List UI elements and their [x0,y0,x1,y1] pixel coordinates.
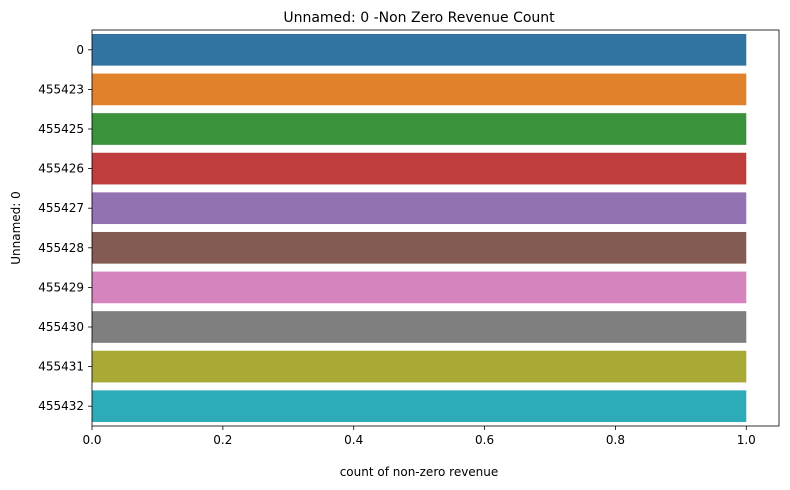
y-tick-label: 0 [76,43,84,57]
y-tick-label: 455426 [38,162,84,176]
x-axis-ticks: 0.0 0.2 0.4 0.6 0.8 1.0 [82,426,756,447]
bar-455427 [92,192,747,225]
y-tick-label: 455427 [38,201,84,215]
plot-frame [91,29,780,427]
bar-455428 [92,231,747,264]
y-tick-label: 455432 [38,399,84,413]
y-tick-label: 455430 [38,320,84,334]
bar-455429 [92,271,747,304]
bar-0 [92,33,747,66]
y-tick-label: 455425 [38,122,84,136]
y-tick-label: 455429 [38,280,84,294]
y-tick-label: 455423 [38,82,84,96]
y-tick-label: 455431 [38,360,84,374]
x-tick-label: 0.8 [606,433,625,447]
y-axis-label: Unnamed: 0 [9,191,23,265]
bar-455432 [92,390,747,423]
x-tick-label: 0.0 [82,433,101,447]
chart-title: Unnamed: 0 -Non Zero Revenue Count [283,10,555,26]
bar-455425 [92,113,747,145]
bar-455423 [92,73,747,106]
y-axis-ticks: 0 455423 455425 455426 455427 455428 455429 455… [38,43,92,413]
bar-455431 [92,350,747,383]
bar-455430 [92,311,747,343]
x-tick-label: 0.6 [475,433,494,447]
x-tick-label: 1.0 [737,433,756,447]
x-axis-label: count of non-zero revenue [340,465,499,479]
bars-group [92,33,747,423]
x-tick-label: 0.4 [344,433,363,447]
x-tick-label: 0.2 [213,433,232,447]
y-tick-label: 455428 [38,241,84,255]
bar-455426 [92,152,747,185]
